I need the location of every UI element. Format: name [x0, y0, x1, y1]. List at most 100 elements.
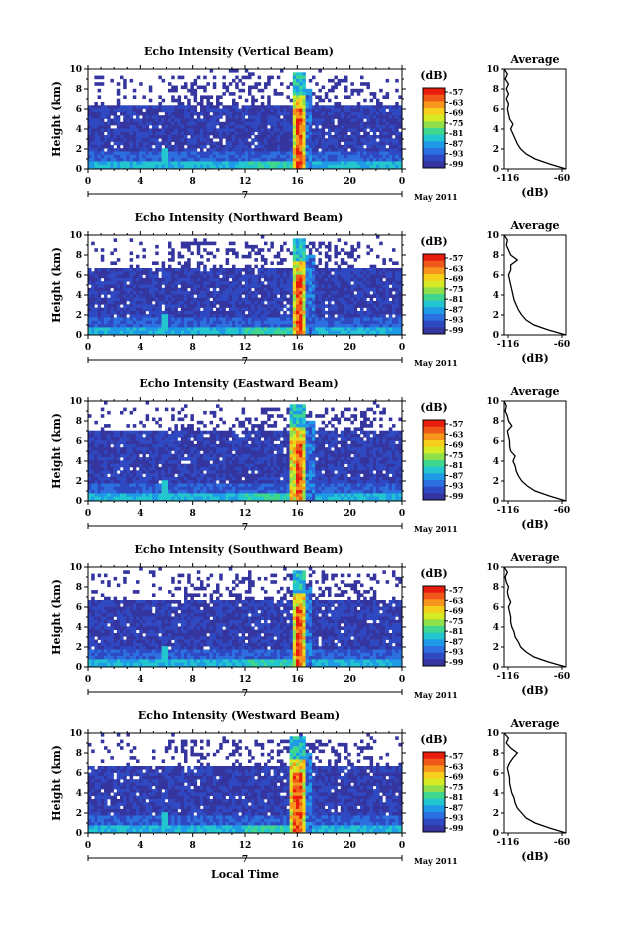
colorbar-segment [423, 280, 445, 288]
heatmap [88, 567, 402, 667]
colorbar-tick-label: -99 [449, 159, 464, 169]
colorbar-segment [423, 294, 445, 302]
colorbar-segment [423, 486, 445, 494]
average-y-tick-label: 0 [493, 663, 499, 673]
y-tick-label: 10 [69, 729, 82, 739]
panel-title: Echo Intensity (Eastward Beam) [139, 377, 338, 390]
colorbar-segment [423, 652, 445, 660]
x-tick-label: 8 [190, 343, 196, 353]
colorbar-segment [423, 473, 445, 481]
y-tick-label: 2 [76, 311, 82, 321]
colorbar-tick-label: -99 [449, 491, 464, 501]
colorbar-tick-label: -99 [449, 325, 464, 335]
average-title: Average [509, 53, 559, 66]
colorbar-segment [423, 752, 445, 760]
average-y-tick-label: 2 [493, 311, 499, 321]
x-tick-label: 16 [291, 675, 304, 685]
panel-title: Echo Intensity (Vertical Beam) [144, 45, 334, 58]
colorbar-segment [423, 818, 445, 826]
y-tick-label: 4 [76, 457, 82, 467]
y-tick-label: 6 [76, 105, 82, 115]
colorbar-frame [422, 751, 446, 833]
y-tick-label: 0 [76, 497, 82, 507]
x-tick-label: 8 [190, 177, 196, 187]
average-x-tick-label: -116 [497, 838, 520, 848]
x-tick-label: 4 [137, 841, 143, 851]
colorbar-tick-label: -63 [449, 429, 464, 439]
heatmap [88, 69, 402, 169]
colorbar-segment [423, 440, 445, 448]
colorbar-segment [423, 320, 445, 328]
colorbar-segment [423, 307, 445, 315]
colorbar-segment [423, 134, 445, 142]
colorbar-tick-label: -93 [449, 315, 464, 325]
colorbar-tick-label: -87 [449, 802, 463, 812]
average-x-label: (dB) [521, 186, 548, 199]
colorbar-segment [423, 433, 445, 441]
month-label: May 2011 [414, 192, 458, 202]
panel-title: Echo Intensity (Westward Beam) [138, 709, 340, 722]
average-y-tick-label: 2 [493, 477, 499, 487]
average-y-tick-label: 6 [493, 271, 499, 281]
x-tick-label: 12 [239, 343, 252, 353]
average-title: Average [509, 717, 559, 730]
colorbar-unit: (dB) [420, 401, 447, 414]
y-axis-label: Height (km) [50, 579, 63, 655]
x-tick-label: 8 [190, 675, 196, 685]
date-label: 7 [242, 855, 248, 865]
colorbar-tick-label: -87 [449, 138, 463, 148]
colorbar-tick-label: -63 [449, 595, 464, 605]
x-tick-label: 20 [343, 343, 356, 353]
colorbar-tick-label: -81 [449, 128, 463, 138]
colorbar-segment [423, 121, 445, 129]
y-axis-label: Height (km) [50, 745, 63, 821]
average-y-tick-label: 6 [493, 105, 499, 115]
y-tick-label: 2 [76, 809, 82, 819]
average-frame [503, 234, 567, 336]
average-profile-line [503, 732, 567, 834]
colorbar-segment [423, 254, 445, 262]
x-tick-label: 0 [399, 509, 405, 519]
month-label: May 2011 [414, 358, 458, 368]
colorbar-segment [423, 420, 445, 428]
colorbar-segment [423, 619, 445, 627]
x-tick-label: 0 [399, 841, 405, 851]
x-tick-label: 12 [239, 841, 252, 851]
colorbar-tick-label: -57 [449, 751, 463, 761]
x-tick-label: 12 [239, 177, 252, 187]
average-y-tick-label: 4 [493, 291, 499, 301]
y-tick-label: 8 [76, 85, 82, 95]
average-y-tick-label: 0 [493, 331, 499, 341]
local-time-label: Local Time [211, 868, 279, 881]
x-tick-label: 20 [343, 177, 356, 187]
average-y-tick-label: 10 [486, 65, 499, 75]
colorbar-tick-label: -69 [449, 274, 464, 284]
average-y-tick-label: 0 [493, 829, 499, 839]
colorbar-segment [423, 260, 445, 268]
average-y-tick-label: 8 [493, 251, 499, 261]
y-tick-label: 4 [76, 789, 82, 799]
colorbar-segment [423, 785, 445, 793]
colorbar-tick-label: -63 [449, 263, 464, 273]
colorbar-tick-label: -93 [449, 149, 464, 159]
colorbar-segment [423, 612, 445, 620]
colorbar-tick-label: -69 [449, 440, 464, 450]
colorbar-segment [423, 446, 445, 454]
average-y-tick-label: 4 [493, 457, 499, 467]
x-tick-label: 8 [190, 509, 196, 519]
colorbar-tick-label: -99 [449, 657, 464, 667]
average-y-tick-label: 8 [493, 749, 499, 759]
y-tick-label: 0 [76, 165, 82, 175]
average-frame [503, 68, 567, 170]
date-label: 7 [242, 523, 248, 533]
month-label: May 2011 [414, 690, 458, 700]
colorbar-segment [423, 274, 445, 282]
colorbar-tick-label: -75 [449, 284, 463, 294]
colorbar-tick-label: -57 [449, 585, 463, 595]
colorbar-segment [423, 798, 445, 806]
panel-4: Echo Intensity (Westward Beam) 0 2 4 6 8 10 Hei… [50, 709, 570, 866]
x-tick-label: 0 [399, 343, 405, 353]
colorbar-segment [423, 778, 445, 786]
colorbar-frame [422, 87, 446, 169]
x-tick-label: 12 [239, 509, 252, 519]
